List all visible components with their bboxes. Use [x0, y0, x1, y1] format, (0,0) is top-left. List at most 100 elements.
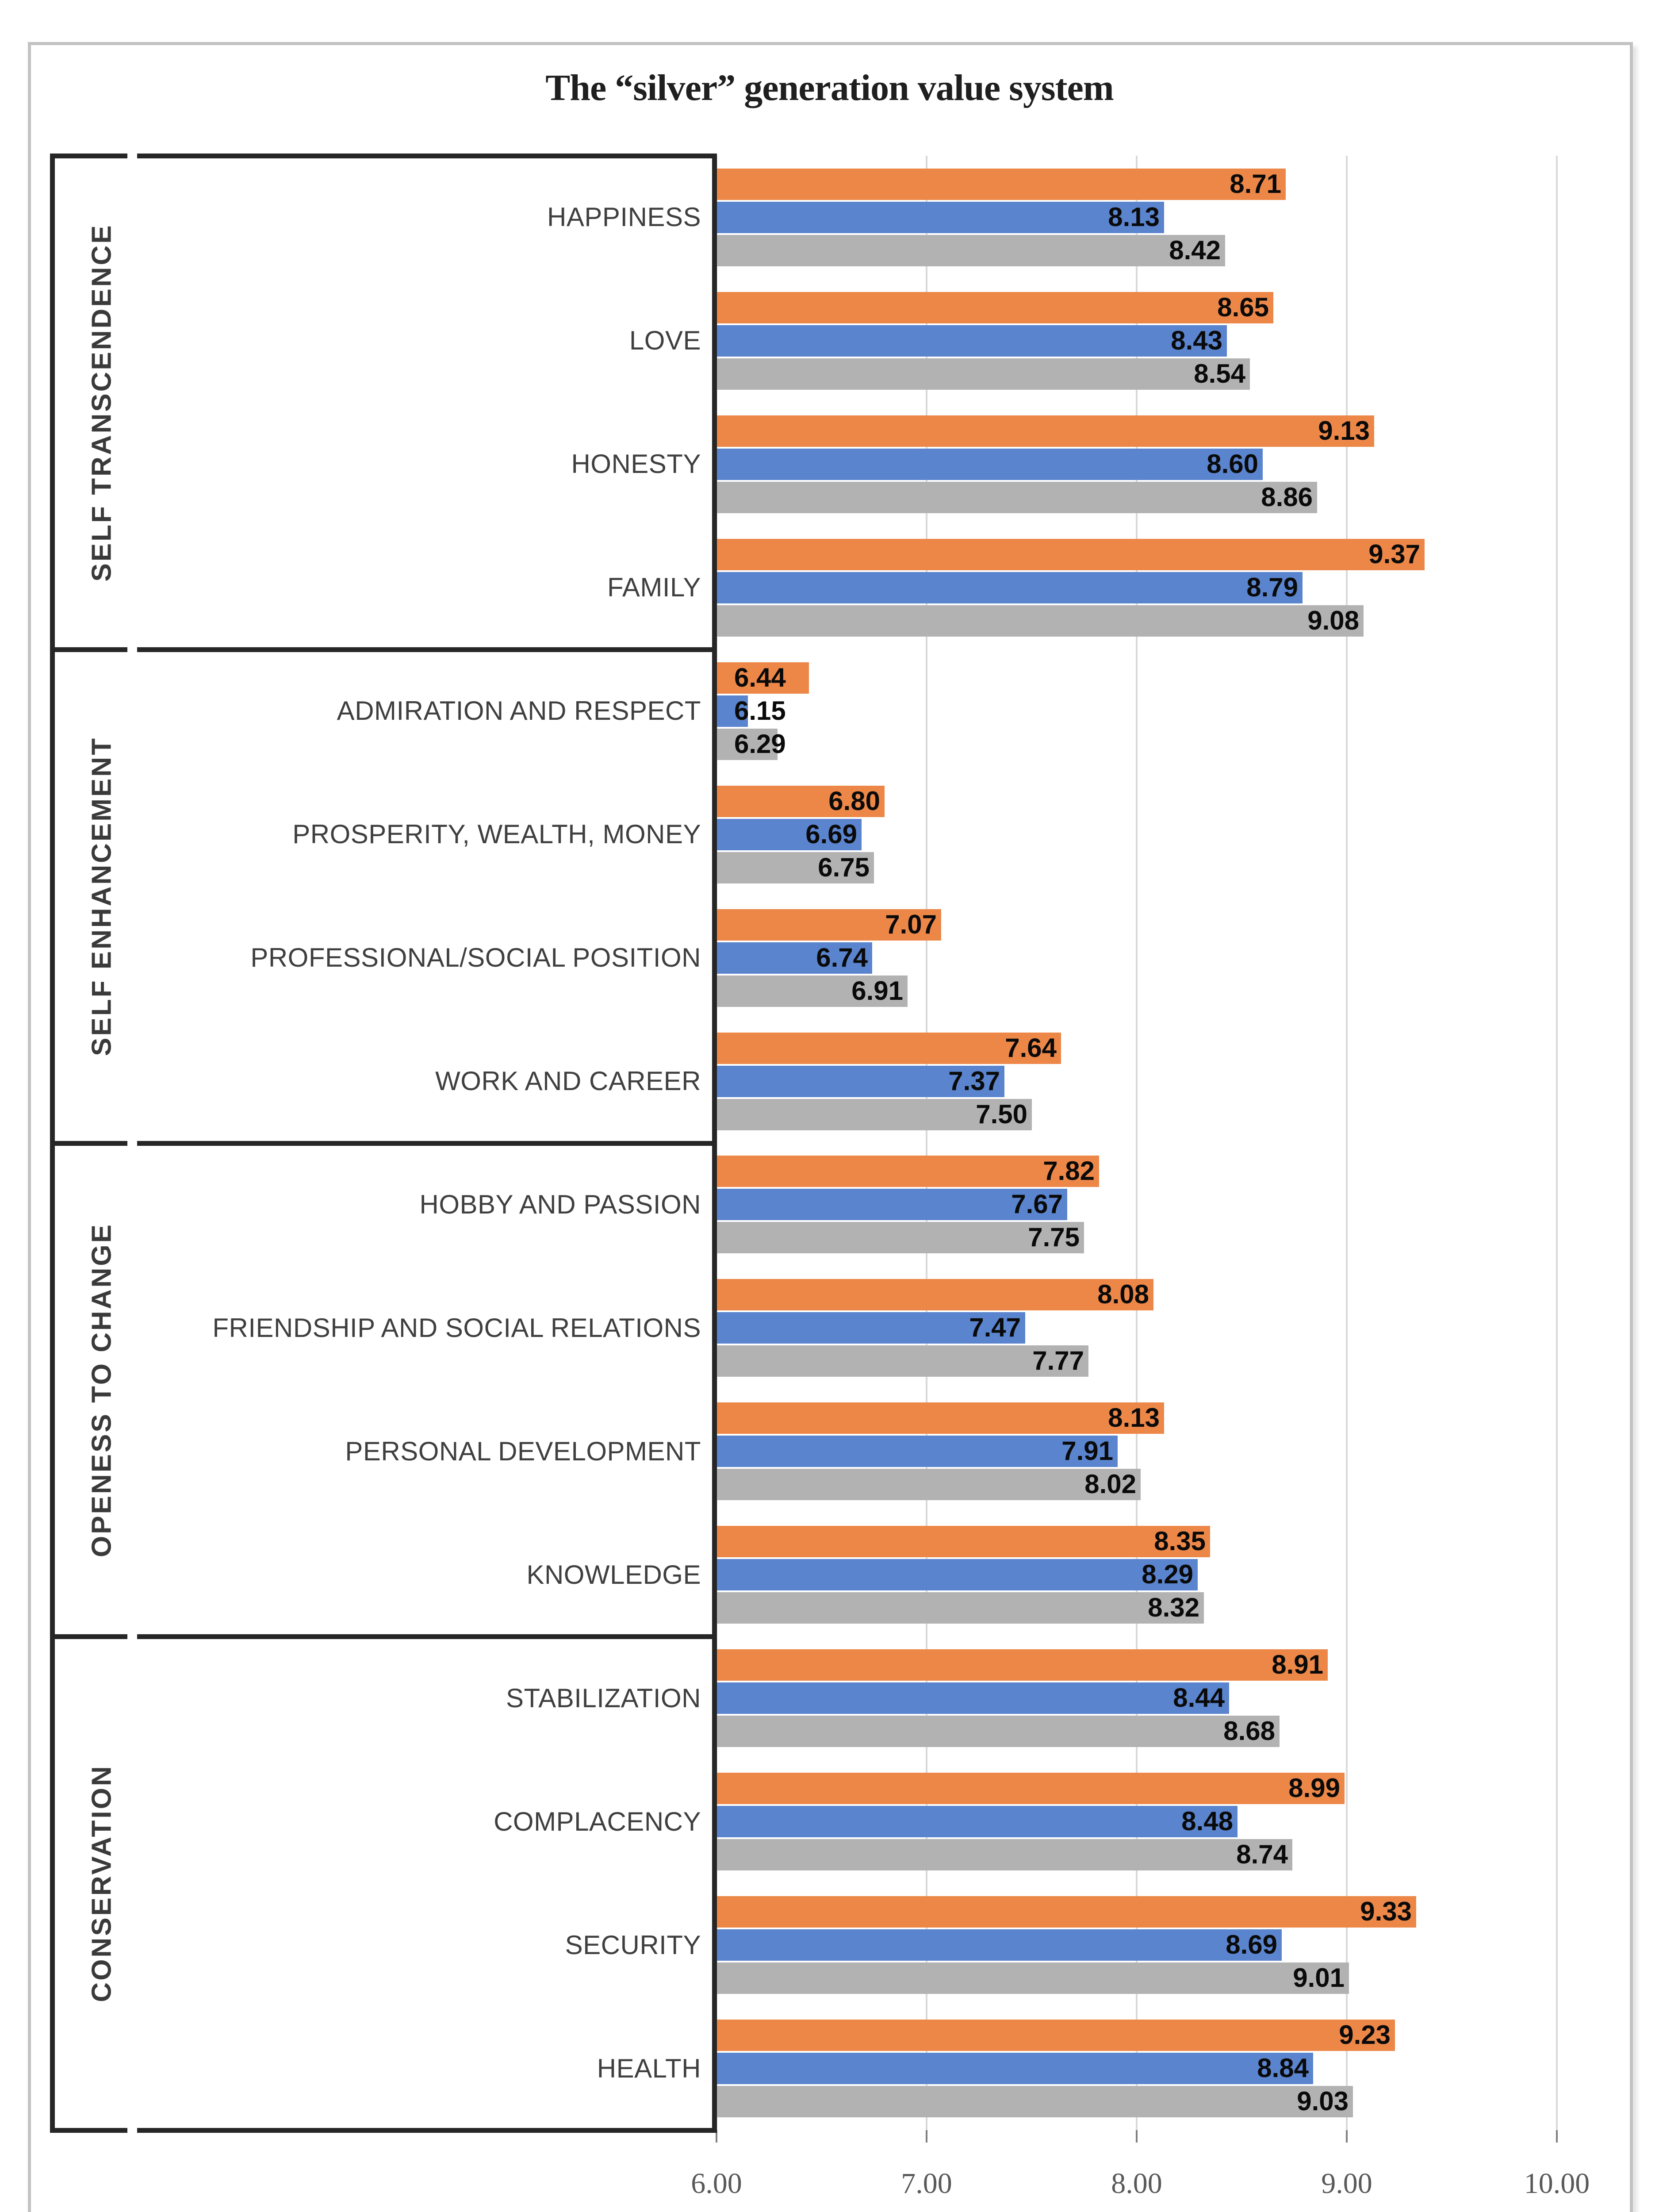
bar-woman	[716, 662, 809, 694]
bar-value-label: 6.15	[734, 696, 786, 726]
bar-woman	[716, 1279, 1153, 1310]
group-label-text: SELF ENHANCEMENT	[86, 737, 117, 1056]
bar-value-label: 9.01	[1293, 1963, 1345, 1993]
bar-woman	[716, 1156, 1099, 1187]
bar-average-value	[716, 1099, 1032, 1130]
figure-border	[28, 42, 1633, 2212]
bar-value-label: 8.65	[1217, 292, 1269, 322]
bar-value-label: 8.02	[1084, 1469, 1136, 1499]
bar-value-label: 9.13	[1318, 416, 1370, 445]
bar-woman	[716, 1896, 1416, 1928]
x-tick-label: 8.00	[1111, 2167, 1162, 2200]
category-label: SECURITY	[565, 1930, 701, 1960]
bar-man	[716, 2053, 1313, 2084]
bar-average-value	[716, 2086, 1353, 2117]
bar-man	[716, 572, 1303, 603]
bar-value-label: 7.50	[976, 1099, 1027, 1129]
bar-man	[716, 325, 1227, 357]
bar-man	[716, 1806, 1238, 1837]
bar-value-label: 6.75	[818, 853, 870, 882]
bar-value-label: 8.54	[1194, 359, 1245, 388]
category-label: WORK AND CAREER	[435, 1066, 701, 1096]
bar-value-label: 7.82	[1043, 1156, 1095, 1186]
category-label: PROSPERITY, WEALTH, MONEY	[292, 819, 701, 849]
group-box-border	[50, 154, 127, 158]
gridline	[1556, 156, 1558, 2130]
category-label: HAPPINESS	[547, 202, 701, 232]
bar-value-label: 8.43	[1171, 326, 1222, 355]
bar-value-label: 6.80	[828, 786, 880, 816]
bar-value-label: 7.91	[1061, 1436, 1113, 1466]
bar-value-label: 8.68	[1223, 1716, 1275, 1746]
bar-value-label: 9.03	[1297, 2086, 1349, 2116]
bar-man	[716, 695, 748, 727]
x-tick-label: 6.00	[691, 2167, 742, 2200]
group-box-border	[137, 1634, 717, 1639]
bar-value-label: 6.44	[734, 663, 786, 692]
bar-average-value	[716, 1592, 1204, 1624]
group-label: OPENESS TO CHANGE	[53, 1143, 150, 1637]
group-box-border	[50, 1634, 127, 1639]
category-label: STABILIZATION	[506, 1683, 701, 1713]
bar-value-label: 8.44	[1173, 1683, 1225, 1713]
bar-woman	[716, 1649, 1328, 1681]
bar-man	[716, 1682, 1229, 1714]
category-axis-line	[712, 154, 717, 2133]
bar-value-label: 8.35	[1154, 1526, 1206, 1556]
bar-woman	[716, 539, 1425, 570]
bar-value-label: 9.08	[1307, 606, 1359, 635]
bar-value-label: 8.13	[1108, 202, 1160, 232]
group-label: CONSERVATION	[53, 1636, 150, 2130]
bar-value-label: 8.74	[1236, 1839, 1288, 1869]
x-tick-label: 7.00	[901, 2167, 952, 2200]
x-axis-tick	[926, 2130, 927, 2143]
bar-woman	[716, 786, 885, 817]
category-label: KNOWLEDGE	[526, 1560, 701, 1590]
bar-average-value	[716, 1716, 1280, 1747]
category-label: COMPLACENCY	[494, 1807, 701, 1836]
bar-average-value	[716, 975, 908, 1007]
category-label: HEALTH	[597, 2054, 701, 2083]
bar-average-value	[716, 1839, 1292, 1870]
category-label: HOBBY AND PASSION	[419, 1190, 701, 1219]
bar-man	[716, 1312, 1025, 1344]
bar-value-label: 9.23	[1339, 2020, 1391, 2050]
bar-average-value	[716, 1469, 1141, 1500]
bar-value-label: 8.29	[1142, 1559, 1193, 1589]
group-label-text: OPENESS TO CHANGE	[86, 1223, 117, 1557]
bar-value-label: 8.71	[1230, 169, 1281, 199]
group-box-border	[137, 647, 717, 652]
bar-woman	[716, 1402, 1164, 1434]
bar-woman	[716, 1526, 1210, 1557]
bar-value-label: 6.29	[734, 729, 786, 759]
bar-value-label: 7.64	[1005, 1033, 1057, 1063]
gridline	[1346, 156, 1348, 2130]
bar-value-label: 9.37	[1368, 539, 1420, 569]
bar-value-label: 7.75	[1028, 1222, 1080, 1252]
gridline	[1136, 156, 1138, 2130]
bar-value-label: 6.74	[816, 943, 868, 972]
x-tick-label: 10.00	[1524, 2167, 1590, 2200]
bar-value-label: 6.91	[851, 976, 903, 1006]
x-axis-tick	[1556, 2130, 1558, 2143]
bar-value-label: 8.08	[1097, 1279, 1149, 1309]
bar-woman	[716, 292, 1273, 323]
bar-average-value	[716, 729, 778, 760]
chart-title: The “silver” generation value system	[545, 67, 1114, 108]
bar-average-value	[716, 852, 874, 883]
bar-value-label: 7.77	[1032, 1346, 1084, 1375]
bar-value-label: 7.67	[1011, 1189, 1063, 1219]
bar-average-value	[716, 235, 1225, 266]
bar-value-label: 6.69	[805, 819, 857, 849]
bar-woman	[716, 1773, 1345, 1804]
category-label: HONESTY	[571, 449, 701, 479]
bar-average-value	[716, 1345, 1088, 1377]
bar-value-label: 7.07	[885, 910, 937, 939]
category-label: FAMILY	[607, 572, 701, 602]
group-label: SELF TRANSCENDENCE	[53, 156, 150, 649]
group-label-text: SELF TRANSCENDENCE	[86, 223, 117, 582]
bar-man	[716, 942, 872, 974]
group-box-border	[50, 2128, 127, 2133]
bar-value-label: 8.86	[1261, 482, 1313, 512]
